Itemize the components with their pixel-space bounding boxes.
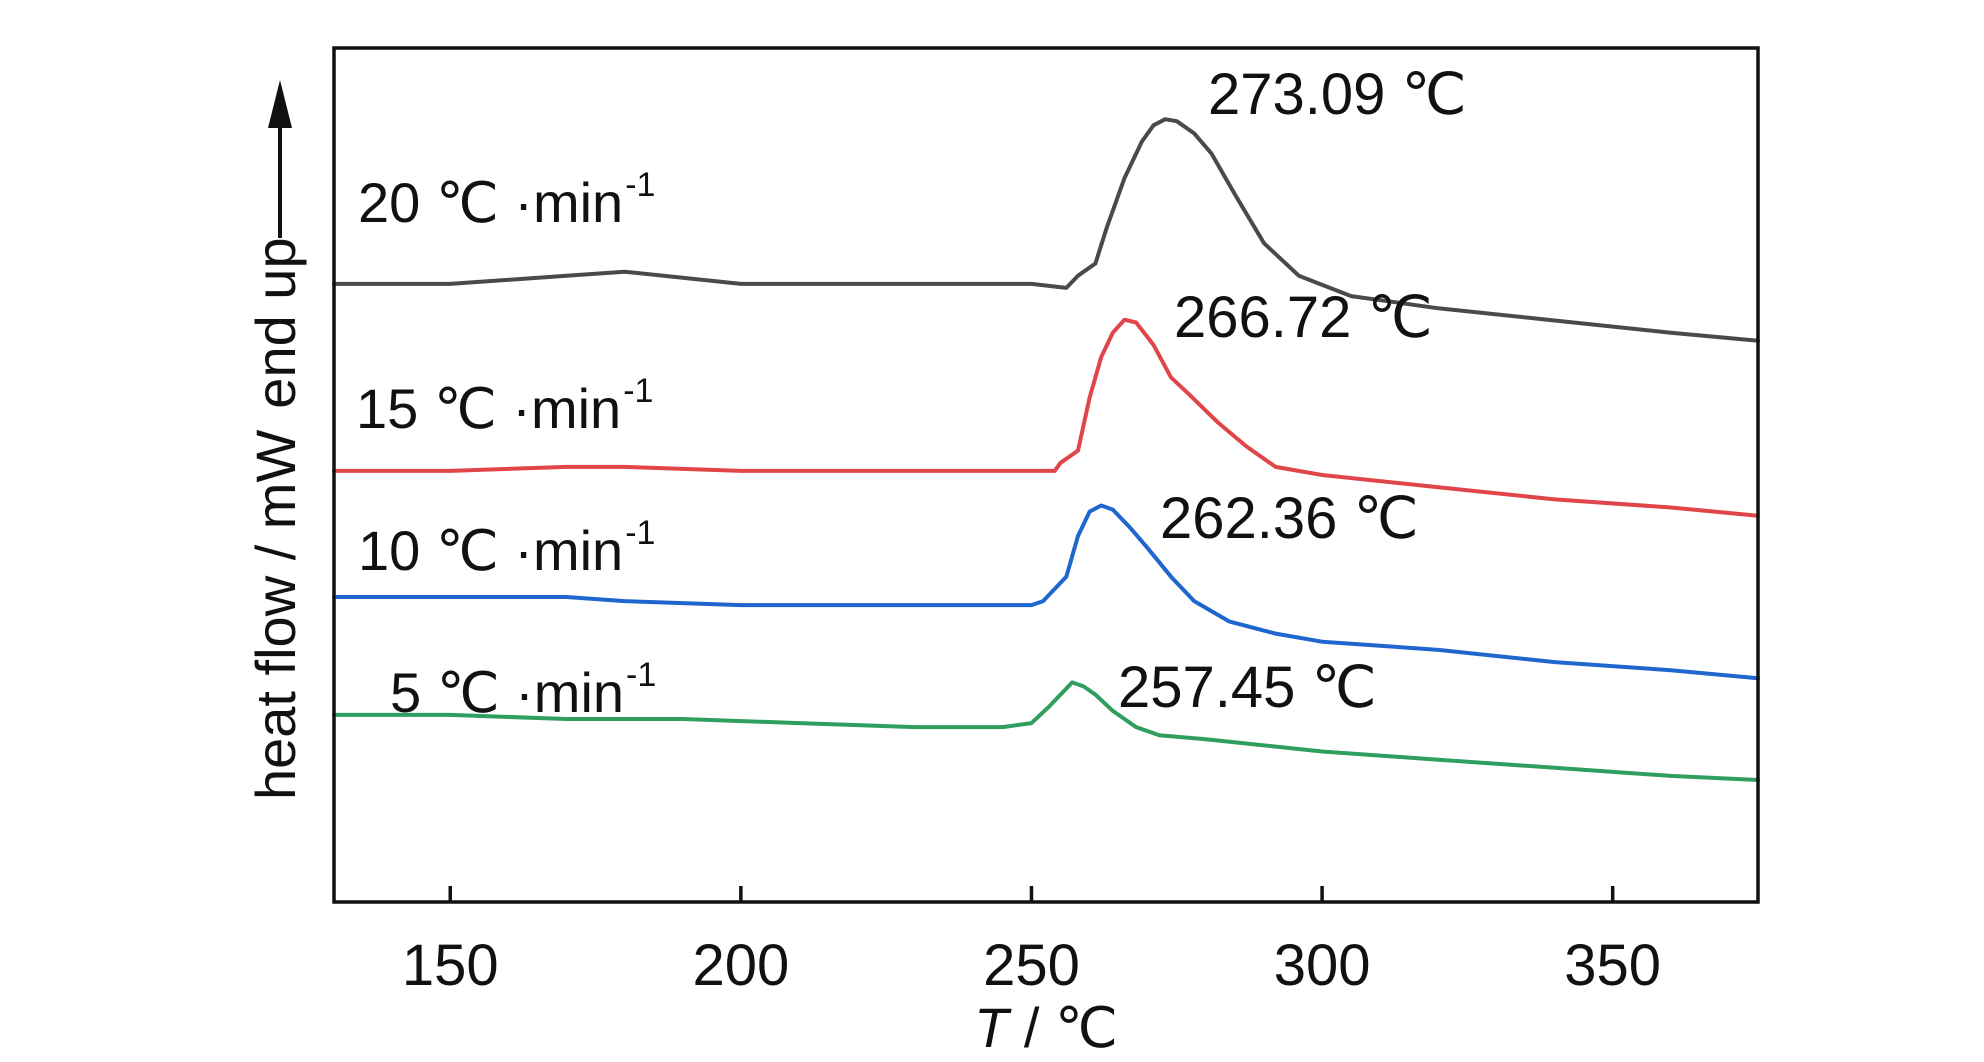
- peak-label-1: 266.72 ℃: [1174, 285, 1433, 350]
- x-axis-label-unit: / ℃: [1008, 996, 1118, 1059]
- x-tick-label-1: 200: [692, 933, 789, 998]
- series-label-sup-3: -1: [626, 656, 656, 694]
- series-label-text-0: 20 ℃ ·min: [358, 171, 623, 234]
- x-tick-label-3: 300: [1274, 933, 1371, 998]
- y-axis-label: heat flow / mW end up: [244, 237, 307, 800]
- series-line-1: [332, 317, 1760, 518]
- peak-label-3: 257.45 ℃: [1118, 655, 1377, 720]
- series-label-sup-2: -1: [625, 514, 655, 552]
- x-axis-label-italic: T: [974, 996, 1012, 1059]
- series-label-2: 10 ℃ ·min-1: [358, 514, 655, 582]
- endo-up-arrow-icon: [268, 80, 292, 238]
- series-line-0: [332, 117, 1760, 343]
- x-tick-label-4: 350: [1564, 933, 1661, 998]
- series-lines: [332, 117, 1760, 782]
- series-label-sup-0: -1: [625, 166, 655, 204]
- series-label-1: 15 ℃ ·min-1: [356, 372, 653, 440]
- x-axis-label: T / ℃: [974, 996, 1118, 1059]
- series-label-text-2: 10 ℃ ·min: [358, 519, 623, 582]
- peak-label-2: 262.36 ℃: [1160, 486, 1419, 551]
- peak-label-0: 273.09 ℃: [1208, 62, 1467, 127]
- y-axis-label-main: heat flow / mW: [244, 430, 307, 800]
- x-tick-label-0: 150: [402, 933, 499, 998]
- series-label-3: 5 ℃ ·min-1: [390, 656, 656, 724]
- series-line-2: [332, 503, 1760, 681]
- y-axis-label-extra: end up: [244, 237, 307, 408]
- series-label-sup-1: -1: [623, 372, 653, 410]
- x-tick-label-2: 250: [983, 933, 1080, 998]
- series-label-text-1: 15 ℃ ·min: [356, 377, 621, 440]
- series-label-0: 20 ℃ ·min-1: [358, 166, 655, 234]
- plot-frame: [332, 46, 1760, 904]
- x-ticks: 150 200 250 300 350: [402, 886, 1661, 998]
- series-line-3: [332, 680, 1760, 782]
- series-label-text-3: 5 ℃ ·min: [390, 661, 624, 724]
